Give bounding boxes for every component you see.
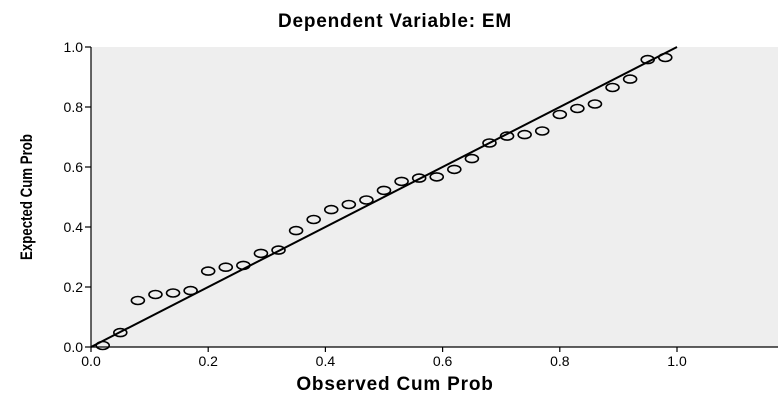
data-point: [429, 172, 445, 182]
data-point: [95, 340, 111, 351]
y-tick-label: 0.6: [64, 159, 84, 175]
y-tick-label: 1.0: [64, 39, 84, 55]
data-point: [253, 248, 269, 259]
data-point: [271, 245, 286, 255]
data-point: [376, 185, 392, 196]
plot-area: [91, 47, 778, 347]
data-point: [499, 131, 515, 141]
data-point: [394, 176, 409, 187]
x-tick-label: 0.6: [433, 353, 453, 369]
data-point: [640, 54, 656, 65]
x-tick-label: 1.0: [667, 353, 687, 369]
data-point: [517, 129, 532, 140]
data-point: [605, 82, 620, 93]
y-tick-label: 0.8: [64, 99, 84, 115]
data-point: [306, 214, 321, 225]
x-tick-label: 0.4: [316, 353, 336, 369]
data-point: [288, 225, 304, 236]
data-point: [359, 195, 374, 205]
y-axis-label: Expected Cum Prob: [18, 134, 37, 260]
data-point: [165, 288, 181, 298]
reference-line: [90, 46, 678, 348]
data-point: [323, 204, 339, 215]
data-point: [113, 327, 128, 338]
x-axis-label: Observed Cum Prob: [296, 374, 493, 393]
y-tick-label: 0.0: [64, 339, 84, 355]
y-tick-label: 0.4: [64, 219, 84, 235]
y-tick-label: 0.2: [64, 279, 84, 295]
data-point: [200, 266, 216, 276]
data-point: [447, 164, 462, 175]
data-point: [534, 126, 550, 136]
chart-title: Dependent Variable: EM: [278, 11, 512, 32]
data-point: [218, 262, 234, 273]
data-point: [183, 285, 198, 296]
data-point: [482, 138, 497, 148]
data-point: [552, 109, 568, 120]
data-point: [411, 173, 427, 183]
data-point: [341, 199, 357, 210]
data-point: [236, 260, 251, 271]
x-tick-label: 0.0: [81, 353, 101, 369]
x-tick-label: 0.2: [198, 353, 218, 369]
data-point: [464, 153, 480, 164]
x-tick-label: 0.8: [550, 353, 570, 369]
data-point: [130, 295, 146, 306]
data-point: [587, 99, 603, 109]
data-point: [657, 52, 673, 63]
data-point: [570, 103, 585, 114]
data-point: [622, 74, 638, 84]
data-point: [148, 289, 163, 300]
